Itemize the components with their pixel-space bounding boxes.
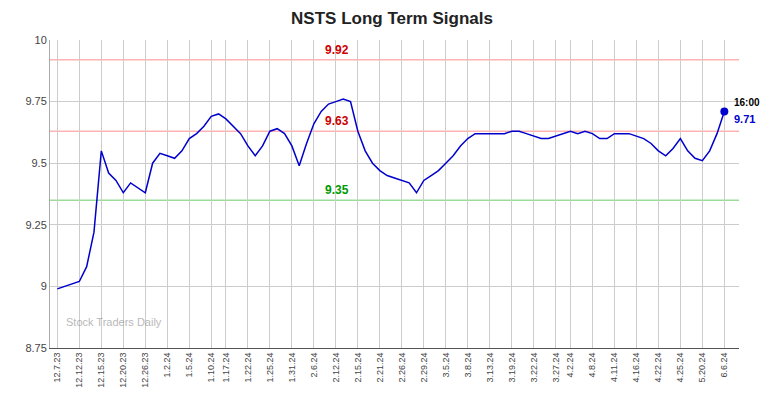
svg-text:9.92: 9.92 bbox=[325, 43, 349, 57]
svg-text:4.11.24: 4.11.24 bbox=[609, 353, 619, 382]
svg-text:8.75: 8.75 bbox=[25, 342, 46, 354]
svg-text:9: 9 bbox=[41, 280, 47, 292]
svg-text:3.13.24: 3.13.24 bbox=[485, 353, 495, 383]
svg-text:5.20.24: 5.20.24 bbox=[697, 353, 707, 383]
svg-text:2.29.24: 2.29.24 bbox=[419, 353, 429, 383]
svg-text:1.5.24: 1.5.24 bbox=[184, 353, 194, 378]
svg-text:2.21.24: 2.21.24 bbox=[375, 353, 385, 383]
svg-text:1.2.24: 1.2.24 bbox=[162, 353, 172, 378]
svg-text:1.17.24: 1.17.24 bbox=[221, 353, 231, 383]
svg-text:2.6.24: 2.6.24 bbox=[309, 353, 319, 378]
svg-text:1.25.24: 1.25.24 bbox=[265, 353, 275, 383]
svg-text:3.8.24: 3.8.24 bbox=[463, 353, 473, 378]
svg-text:4.8.24: 4.8.24 bbox=[587, 353, 597, 378]
svg-text:4.2.24: 4.2.24 bbox=[565, 353, 575, 378]
svg-text:6.6.24: 6.6.24 bbox=[719, 353, 729, 378]
svg-text:4.25.24: 4.25.24 bbox=[675, 353, 685, 383]
svg-text:9.71: 9.71 bbox=[734, 113, 755, 125]
svg-text:9.25: 9.25 bbox=[25, 219, 46, 231]
svg-text:3.5.24: 3.5.24 bbox=[441, 353, 451, 378]
svg-text:9.5: 9.5 bbox=[32, 157, 47, 169]
svg-text:1.10.24: 1.10.24 bbox=[206, 353, 216, 383]
svg-text:1.22.24: 1.22.24 bbox=[243, 353, 253, 383]
svg-text:3.19.24: 3.19.24 bbox=[507, 353, 517, 383]
svg-text:4.22.24: 4.22.24 bbox=[653, 353, 663, 383]
svg-text:12.15.23: 12.15.23 bbox=[96, 353, 106, 388]
svg-text:9.75: 9.75 bbox=[25, 95, 46, 107]
svg-text:3.22.24: 3.22.24 bbox=[529, 353, 539, 383]
svg-text:2.12.24: 2.12.24 bbox=[331, 353, 341, 383]
svg-text:16:00: 16:00 bbox=[734, 97, 760, 108]
svg-text:3.27.24: 3.27.24 bbox=[551, 353, 561, 383]
svg-text:10: 10 bbox=[35, 34, 47, 46]
svg-text:2.15.24: 2.15.24 bbox=[353, 353, 363, 383]
svg-text:12.7.23: 12.7.23 bbox=[52, 353, 62, 383]
svg-text:NSTS Long Term Signals: NSTS Long Term Signals bbox=[291, 9, 493, 28]
svg-text:Stock Traders Daily: Stock Traders Daily bbox=[66, 316, 162, 328]
svg-text:4.16.24: 4.16.24 bbox=[631, 353, 641, 383]
svg-text:12.12.23: 12.12.23 bbox=[74, 353, 84, 388]
svg-text:1.31.24: 1.31.24 bbox=[287, 353, 297, 383]
svg-text:2.26.24: 2.26.24 bbox=[397, 353, 407, 383]
svg-text:9.63: 9.63 bbox=[325, 114, 349, 128]
svg-text:12.26.23: 12.26.23 bbox=[140, 353, 150, 388]
svg-text:9.35: 9.35 bbox=[325, 183, 349, 197]
svg-text:12.20.23: 12.20.23 bbox=[118, 353, 128, 388]
